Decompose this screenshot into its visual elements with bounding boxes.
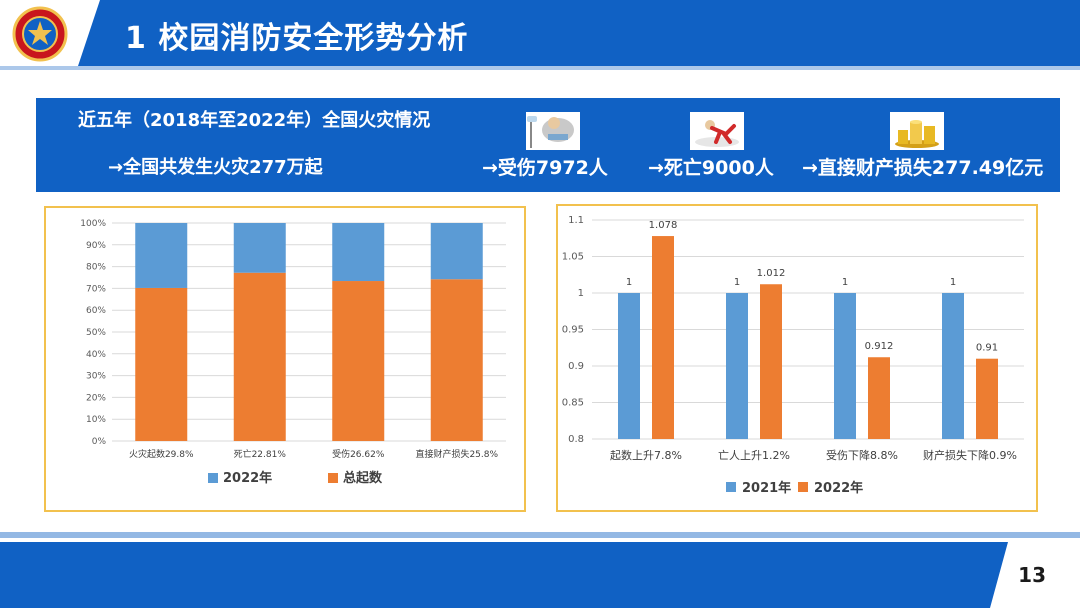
legend-swatch (328, 473, 338, 483)
legend-swatch (798, 482, 808, 492)
y-tick-label: 100% (80, 219, 106, 229)
y-tick-label: 0.95 (562, 325, 584, 336)
page-number: 13 (1018, 563, 1046, 587)
bar-year-2021 (834, 293, 856, 439)
bar-total (332, 281, 385, 441)
data-label: 1 (734, 277, 740, 288)
bar-total (233, 272, 286, 441)
footer-bar (0, 542, 1080, 608)
data-label: 1 (950, 277, 956, 288)
x-tick-label: 受伤下降8.8% (826, 448, 898, 462)
legend-label: 总起数 (343, 470, 383, 486)
bar-year-2021 (618, 293, 640, 439)
x-tick-label: 财产损失下降0.9% (923, 448, 1017, 462)
bar-year-2022 (760, 284, 782, 439)
x-tick-label: 起数上升7.8% (610, 449, 682, 462)
y-tick-label: 50% (86, 328, 106, 338)
y-tick-label: 1.1 (568, 215, 584, 226)
y-tick-label: 30% (86, 372, 106, 382)
header-underline (0, 66, 1080, 70)
fire-rescue-emblem-icon (12, 6, 68, 62)
y-tick-label: 0.9 (568, 361, 584, 372)
x-tick-label: 亡人上升1.2% (718, 448, 790, 462)
x-tick-label: 火灾起数29.8% (129, 448, 194, 460)
bar-year-2022 (430, 223, 483, 280)
y-tick-label: 20% (86, 393, 106, 403)
bar-year-2022 (332, 223, 385, 282)
y-tick-label: 80% (86, 263, 106, 273)
bar-year-2022 (868, 357, 890, 439)
legend-label: 2022年 (814, 480, 863, 496)
legend-swatch (208, 473, 218, 483)
property-loss-total: →直接财产损失277.49亿元 (802, 157, 1044, 179)
stacked-percent-bar-chart: 0% 10% 20% 30% 40% 50% 60% 70% 80% 90% 100% 火灾起数29.… (80, 219, 506, 486)
x-tick-label: 受伤26.62% (332, 448, 385, 460)
legend-label: 2021年 (742, 480, 791, 496)
data-label: 1.078 (649, 220, 678, 231)
bar-year-2022 (976, 358, 998, 439)
injured-person-icon (526, 112, 580, 150)
bar-year-2021 (942, 293, 964, 439)
data-label: 1 (842, 277, 848, 288)
banner-heading: 近五年（2018年至2022年）全国火灾情况 (78, 110, 431, 131)
gold-coins-icon (890, 112, 944, 150)
y-tick-label: 10% (86, 415, 106, 425)
page-title: 1 校园消防安全形势分析 (125, 21, 469, 56)
y-tick-label: 70% (86, 284, 106, 294)
legend-label: 2022年 (223, 470, 272, 486)
y-tick-label: 60% (86, 306, 106, 316)
fires-total: →全国共发生火灾277万起 (108, 157, 323, 178)
x-tick-label: 死亡22.81% (234, 448, 287, 460)
bar-year-2021 (726, 293, 748, 439)
y-tick-label: 0% (92, 437, 107, 447)
bar-year-2022 (652, 236, 674, 439)
footer-stripe (0, 532, 1080, 538)
data-label: 0.912 (865, 341, 894, 352)
data-label: 1.012 (757, 268, 786, 279)
fallen-person-icon (690, 112, 744, 150)
y-tick-label: 0.85 (562, 398, 584, 409)
deaths-total: →死亡9000人 (648, 157, 774, 179)
grouped-bar-chart: 0.8 0.85 0.9 0.95 1 1.05 1.1 1 1.078 起数上升7.8% 1 1.0… (562, 215, 1024, 496)
injured-total: →受伤7972人 (482, 157, 608, 179)
y-tick-label: 1 (578, 288, 584, 299)
header-bar (0, 0, 1080, 66)
y-tick-label: 90% (86, 241, 106, 251)
y-tick-label: 0.8 (568, 434, 584, 445)
legend-swatch (726, 482, 736, 492)
y-tick-label: 40% (86, 350, 106, 360)
bar-year-2022 (233, 223, 286, 273)
x-tick-label: 直接财产损失25.8% (415, 448, 498, 460)
bar-total (430, 279, 483, 441)
data-label: 1 (626, 277, 632, 288)
footer-corner (990, 542, 1080, 608)
bar-year-2022 (135, 223, 188, 288)
bar-total (135, 287, 188, 441)
y-tick-label: 1.05 (562, 252, 584, 263)
data-label: 0.91 (976, 343, 998, 354)
